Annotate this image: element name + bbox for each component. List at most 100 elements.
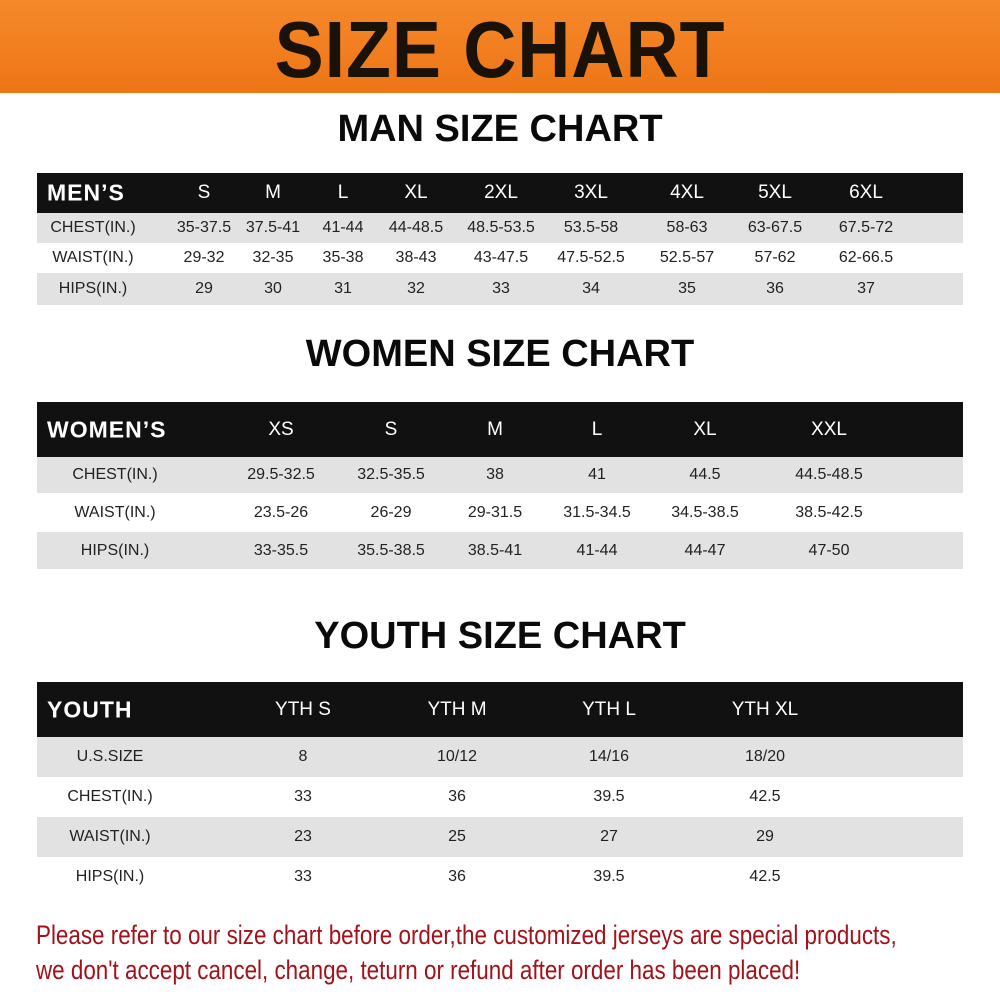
size-column-header: XL xyxy=(693,418,717,440)
measurement-cell: 32-35 xyxy=(252,249,294,266)
measurement-cell: 34 xyxy=(582,280,600,297)
banner: SIZE CHART xyxy=(0,0,1000,94)
row-label: WAIST(IN.) xyxy=(69,828,151,845)
table-row: HIPS(IN.) 33-35.5 35.5-38.5 38.5-41 41-44 44-… xyxy=(37,532,963,569)
measurement-cell: 35.5-38.5 xyxy=(357,541,425,559)
measurement-cell: 53.5-58 xyxy=(563,219,619,236)
measurement-cell: 35-37.5 xyxy=(176,219,232,236)
size-column-header: XL xyxy=(404,182,428,203)
measurement-cell: 44.5 xyxy=(689,466,721,483)
measurement-cell: 41 xyxy=(588,466,606,483)
size-column-header: YTH M xyxy=(427,698,487,720)
table-row: CHEST(IN.) 29.5-32.5 32.5-35.5 38 41 44.5 44.5… xyxy=(37,457,963,493)
table-header-row: MEN’S S M L XL 2XL 3XL 4XL 5XL 6XL xyxy=(37,173,963,213)
youth-size-table: YOUTH YTH S YTH M YTH L YTH XL U.S.SIZE 8 10/12… xyxy=(37,682,963,897)
measurement-cell: 42.5 xyxy=(749,788,781,805)
measurement-cell: 27 xyxy=(600,828,618,845)
measurement-cell: 37.5-41 xyxy=(245,219,301,236)
size-column-header: S xyxy=(197,182,211,203)
measurement-cell: 36 xyxy=(766,280,784,297)
measurement-cell: 29 xyxy=(195,280,213,297)
measurement-cell: 29.5-32.5 xyxy=(247,466,315,483)
measurement-cell: 33 xyxy=(294,788,312,805)
size-column-header: 3XL xyxy=(574,182,608,203)
measurement-cell: 62-66.5 xyxy=(838,249,894,266)
size-column-header: 5XL xyxy=(758,182,792,203)
measurement-cell: 36 xyxy=(448,868,466,885)
table-row: CHEST(IN.) 35-37.5 37.5-41 41-44 44-48.5 48.5… xyxy=(37,213,963,243)
women-section-title: WOMEN SIZE CHART xyxy=(305,333,695,375)
measurement-cell: 32.5-35.5 xyxy=(357,466,425,483)
men-section-title: MAN SIZE CHART xyxy=(337,108,663,150)
measurement-cell: 37 xyxy=(857,280,875,297)
measurement-cell: 38-43 xyxy=(395,249,437,266)
youth-section-title: YOUTH SIZE CHART xyxy=(314,615,686,657)
row-label: CHEST(IN.) xyxy=(50,219,136,236)
measurement-cell: 31 xyxy=(334,280,352,297)
row-label: CHEST(IN.) xyxy=(72,466,158,483)
measurement-cell: 35-38 xyxy=(322,249,364,266)
measurement-cell: 29 xyxy=(756,828,774,845)
measurement-cell: 41-44 xyxy=(322,219,364,236)
measurement-cell: 18/20 xyxy=(744,748,786,765)
measurement-cell: 47-50 xyxy=(808,541,850,559)
table-row: HIPS(IN.) 29 30 31 32 33 34 35 36 37 xyxy=(37,273,963,305)
table-row: WAIST(IN.) 23 25 27 29 xyxy=(37,817,963,857)
measurement-cell: 42.5 xyxy=(749,868,781,885)
size-column-header: L xyxy=(337,182,349,203)
measurement-cell: 67.5-72 xyxy=(838,219,894,236)
table-row: CHEST(IN.) 33 36 39.5 42.5 xyxy=(37,777,963,817)
measurement-cell: 52.5-57 xyxy=(659,249,715,266)
men-size-table: MEN’S S M L XL 2XL 3XL 4XL 5XL 6XL CHEST(IN.) 35-37… xyxy=(37,173,963,305)
size-column-header: M xyxy=(265,182,281,203)
measurement-cell: 36 xyxy=(448,788,466,805)
table-row: WAIST(IN.) 29-32 32-35 35-38 38-43 43-47.5 47.… xyxy=(37,243,963,273)
measurement-cell: 33 xyxy=(492,280,510,297)
size-column-header: YTH S xyxy=(275,698,331,720)
measurement-cell: 31.5-34.5 xyxy=(563,503,631,521)
women-size-table: WOMEN’S XS S M L XL XXL CHEST(IN.) 29.5-32.5 32.5… xyxy=(37,402,963,569)
size-column-header: XS xyxy=(268,418,294,440)
row-label: HIPS(IN.) xyxy=(58,280,128,297)
measurement-cell: 29-31.5 xyxy=(467,503,523,521)
notice-line-1: Please refer to our size chart before or… xyxy=(36,920,897,950)
measurement-cell: 48.5-53.5 xyxy=(467,219,535,236)
measurement-cell: 23 xyxy=(294,828,312,845)
measurement-cell: 38.5-42.5 xyxy=(795,503,863,521)
measurement-cell: 29-32 xyxy=(183,249,225,266)
size-column-header: XXL xyxy=(811,418,847,440)
measurement-cell: 39.5 xyxy=(593,788,625,805)
measurement-cell: 38.5-41 xyxy=(467,541,523,559)
measurement-cell: 38 xyxy=(486,466,504,483)
size-column-header: 2XL xyxy=(484,182,518,203)
row-label: WAIST(IN.) xyxy=(74,503,156,521)
table-row: WAIST(IN.) 23.5-26 26-29 29-31.5 31.5-34.5 34… xyxy=(37,493,963,532)
measurement-cell: 25 xyxy=(448,828,466,845)
size-column-header: 4XL xyxy=(670,182,704,203)
measurement-cell: 58-63 xyxy=(666,219,708,236)
measurement-cell: 43-47.5 xyxy=(473,249,529,266)
measurement-cell: 34.5-38.5 xyxy=(671,503,739,521)
size-column-header: YTH XL xyxy=(731,698,799,720)
measurement-cell: 41-44 xyxy=(576,541,618,559)
table-header-row: YOUTH YTH S YTH M YTH L YTH XL xyxy=(37,682,963,737)
row-label: HIPS(IN.) xyxy=(80,541,150,559)
table-header-row: WOMEN’S XS S M L XL XXL xyxy=(37,402,963,457)
table-header-label: YOUTH xyxy=(47,696,133,722)
measurement-cell: 44-47 xyxy=(684,541,726,559)
measurement-cell: 26-29 xyxy=(370,503,412,521)
measurement-cell: 33 xyxy=(294,868,312,885)
table-header-label: WOMEN’S xyxy=(47,416,167,442)
measurement-cell: 63-67.5 xyxy=(747,219,803,236)
size-column-header: 6XL xyxy=(849,182,883,203)
row-label: WAIST(IN.) xyxy=(52,249,134,266)
table-row: HIPS(IN.) 33 36 39.5 42.5 xyxy=(37,857,963,897)
size-column-header: L xyxy=(591,418,603,440)
notice-line-2: we don't accept cancel, change, teturn o… xyxy=(36,955,801,985)
size-column-header: YTH L xyxy=(582,698,636,720)
measurement-cell: 8 xyxy=(298,748,308,765)
measurement-cell: 57-62 xyxy=(754,249,796,266)
table-row: U.S.SIZE 8 10/12 14/16 18/20 xyxy=(37,737,963,777)
measurement-cell: 30 xyxy=(264,280,282,297)
measurement-cell: 14/16 xyxy=(588,748,630,765)
